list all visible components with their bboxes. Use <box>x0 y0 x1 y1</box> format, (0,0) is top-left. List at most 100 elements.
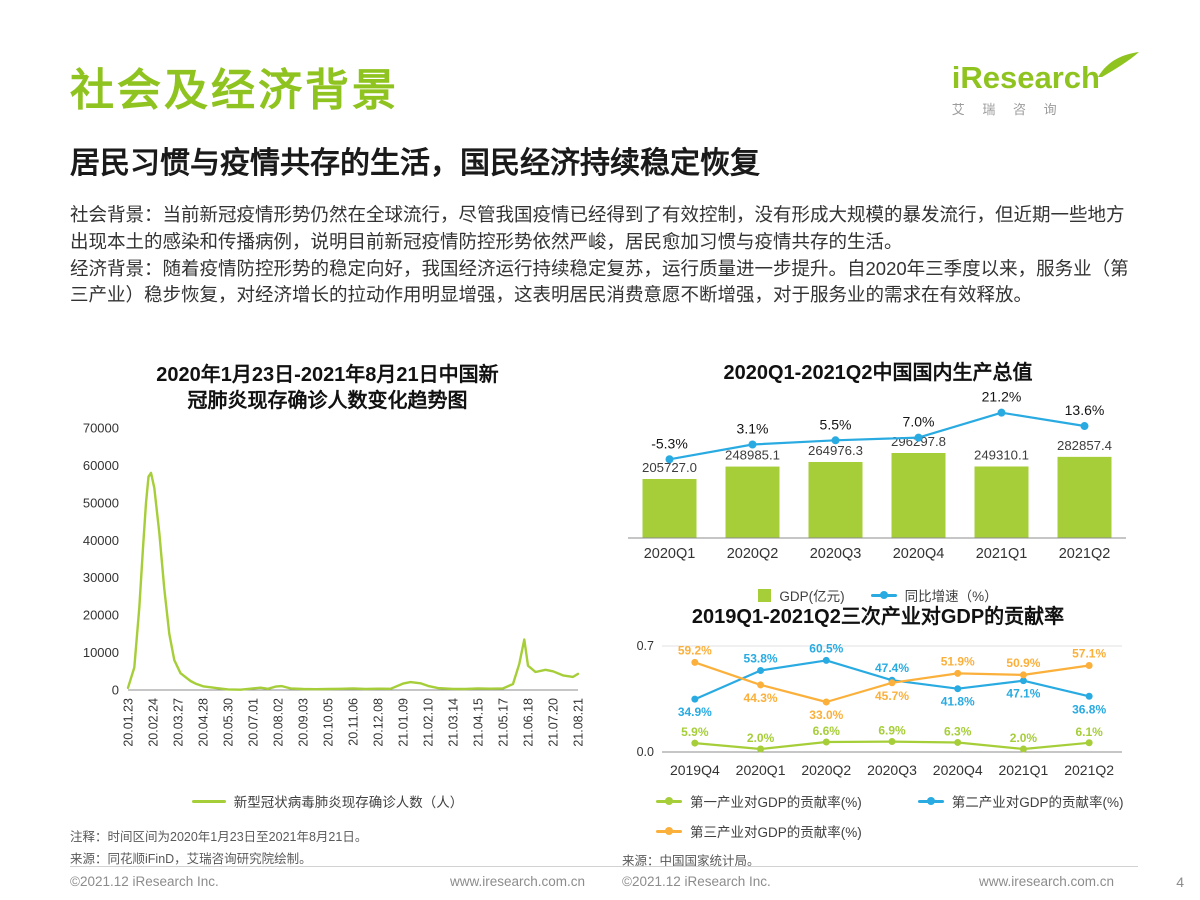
svg-text:13.6%: 13.6% <box>1065 402 1105 418</box>
covid-chart-title: 2020年1月23日-2021年8月21日中国新 冠肺炎现存确诊人数变化趋势图 <box>70 362 585 414</box>
logo-wordmark: iResearch <box>951 60 1100 95</box>
svg-text:41.8%: 41.8% <box>941 695 975 709</box>
industry-source: 来源：中国国家统计局。 <box>622 854 760 868</box>
page-subtitle: 居民习惯与疫情共存的生活，国民经济持续稳定恢复 <box>70 147 760 180</box>
svg-text:33.0%: 33.0% <box>809 708 843 722</box>
growth-legend-label: 同比增速（%） <box>904 589 998 604</box>
logo-chinese-name: 艾 瑞 咨 询 <box>951 102 1064 117</box>
logo-row: iResearch <box>951 52 1140 95</box>
iresearch-leaf-icon <box>1098 52 1139 77</box>
svg-text:21.07.20: 21.07.20 <box>547 698 561 747</box>
svg-text:20.07.01: 20.07.01 <box>247 698 261 747</box>
covid-note: 注释：时间区间为2020年1月23日至2021年8月21日。 <box>70 830 368 844</box>
svg-text:21.2%: 21.2% <box>982 389 1022 405</box>
svg-text:248985.1: 248985.1 <box>725 448 780 463</box>
svg-text:2021Q2: 2021Q2 <box>1059 546 1111 562</box>
footer-right: ©2021.12 iResearch Inc. www.iresearch.co… <box>622 874 1114 889</box>
industry2-legend-line-icon <box>917 799 944 803</box>
industry2-legend-label: 第二产业对GDP的贡献率(%) <box>951 795 1124 810</box>
footer-left-site: www.iresearch.com.cn <box>449 874 585 889</box>
covid-chart-title-line2: 冠肺炎现存确诊人数变化趋势图 <box>187 390 468 412</box>
economic-background-paragraph: 经济背景：随着疫情防控形势的稳定向好，我国经济运行持续稳定复苏，运行质量进一步提… <box>70 257 1129 306</box>
svg-text:2019Q4: 2019Q4 <box>670 762 720 778</box>
gdp-legend-square-icon <box>758 588 772 602</box>
covid-chart: 2020年1月23日-2021年8月21日中国新 冠肺炎现存确诊人数变化趋势图 … <box>70 362 586 871</box>
page-title: 社会及经济背景 <box>70 66 399 115</box>
svg-text:60000: 60000 <box>83 458 119 473</box>
svg-text:6.9%: 6.9% <box>878 724 906 738</box>
svg-text:20.09.03: 20.09.03 <box>297 698 311 747</box>
svg-text:60.5%: 60.5% <box>809 641 843 655</box>
gdp-legend-item: GDP(亿元) <box>758 585 845 605</box>
svg-text:249310.1: 249310.1 <box>974 447 1029 462</box>
footer-right-copyright: ©2021.12 iResearch Inc. <box>622 874 771 889</box>
svg-text:10000: 10000 <box>83 645 119 660</box>
industry3-legend-line-icon <box>656 829 682 833</box>
covid-chart-legend: 新型冠状病毒肺炎现存确诊人数（人） <box>70 791 585 811</box>
industry1-legend-label: 第一产业对GDP的贡献率(%) <box>690 795 862 810</box>
svg-text:2020Q2: 2020Q2 <box>727 546 779 562</box>
svg-text:57.1%: 57.1% <box>1072 647 1106 661</box>
svg-text:5.9%: 5.9% <box>681 725 709 739</box>
svg-text:20.08.02: 20.08.02 <box>272 698 286 747</box>
industry-chart-title: 2019Q1-2021Q2三次产业对GDP的贡献率 <box>691 606 1065 628</box>
svg-text:21.08.21: 21.08.21 <box>572 698 586 747</box>
svg-text:47.1%: 47.1% <box>1006 687 1040 701</box>
svg-text:2020Q1: 2020Q1 <box>644 546 696 562</box>
gdp-chart-legend: GDP(亿元) 同比增速（%） <box>622 585 1134 605</box>
covid-chart-notes: 注释：时间区间为2020年1月23日至2021年8月21日。 来源：同花顺iFi… <box>70 827 585 871</box>
svg-text:-5.3%: -5.3% <box>651 435 688 451</box>
svg-text:45.7%: 45.7% <box>875 689 909 703</box>
svg-text:20.05.30: 20.05.30 <box>222 698 236 747</box>
growth-legend-line-icon <box>870 593 897 597</box>
industry2-legend-item: 第二产业对GDP的贡献率(%) <box>917 791 1124 811</box>
svg-text:205727.0: 205727.0 <box>642 460 697 475</box>
svg-text:34.9%: 34.9% <box>678 705 712 719</box>
svg-text:21.05.17: 21.05.17 <box>497 698 511 747</box>
svg-text:2020Q4: 2020Q4 <box>933 762 983 778</box>
footer-divider <box>70 866 1138 867</box>
svg-text:36.8%: 36.8% <box>1072 702 1106 716</box>
svg-text:20.11.06: 20.11.06 <box>347 698 361 746</box>
footer-left-copyright: ©2021.12 iResearch Inc. <box>70 874 219 889</box>
footer-left: ©2021.12 iResearch Inc. www.iresearch.co… <box>70 874 585 889</box>
svg-text:2021Q2: 2021Q2 <box>1064 762 1114 778</box>
svg-text:20.10.05: 20.10.05 <box>322 698 336 747</box>
svg-text:21.02.10: 21.02.10 <box>422 698 436 747</box>
svg-text:2020Q3: 2020Q3 <box>867 762 917 778</box>
svg-text:6.1%: 6.1% <box>1075 725 1103 739</box>
gdp-chart-title: 2020Q1-2021Q2中国国内生产总值 <box>723 362 1033 384</box>
page-number: 4 <box>1176 874 1184 890</box>
svg-text:21.06.18: 21.06.18 <box>522 698 536 747</box>
svg-text:51.9%: 51.9% <box>941 654 975 668</box>
covid-legend-line-icon <box>191 799 226 803</box>
svg-text:20.03.27: 20.03.27 <box>172 698 186 747</box>
svg-text:50.9%: 50.9% <box>1006 656 1040 670</box>
covid-legend-label: 新型冠状病毒肺炎现存确诊人数（人） <box>233 795 464 810</box>
gdp-chart-svg: 205727.0 2020Q1 248985.1 2020Q2 264976.3 2020… <box>628 389 1126 562</box>
svg-text:6.6%: 6.6% <box>813 724 841 738</box>
svg-text:2020Q4: 2020Q4 <box>893 546 945 562</box>
svg-text:3.1%: 3.1% <box>737 420 769 436</box>
svg-text:50000: 50000 <box>83 495 119 510</box>
industry3-legend-label: 第三产业对GDP的贡献率(%) <box>690 825 862 840</box>
svg-text:21.01.09: 21.01.09 <box>397 698 411 747</box>
svg-text:70000: 70000 <box>83 421 119 436</box>
svg-text:7.0%: 7.0% <box>903 414 935 430</box>
industry-chart: 2019Q1-2021Q2三次产业对GDP的贡献率 0.7 0.0 2019Q4 20… <box>622 604 1134 873</box>
svg-text:0: 0 <box>112 683 119 698</box>
svg-text:2.0%: 2.0% <box>747 731 775 745</box>
svg-text:2020Q2: 2020Q2 <box>801 762 851 778</box>
svg-text:5.5%: 5.5% <box>820 416 852 432</box>
svg-text:6.3%: 6.3% <box>944 724 972 738</box>
svg-text:2020Q3: 2020Q3 <box>810 546 862 562</box>
svg-text:20.01.23: 20.01.23 <box>122 698 136 747</box>
svg-text:0.7: 0.7 <box>637 639 654 653</box>
industry3-legend-item: 第三产业对GDP的贡献率(%) <box>656 821 862 841</box>
svg-text:20.02.24: 20.02.24 <box>147 698 161 747</box>
svg-text:264976.3: 264976.3 <box>808 443 863 458</box>
svg-text:59.2%: 59.2% <box>678 643 712 657</box>
svg-text:2.0%: 2.0% <box>1010 731 1038 745</box>
covid-legend-item: 新型冠状病毒肺炎现存确诊人数（人） <box>191 791 464 811</box>
